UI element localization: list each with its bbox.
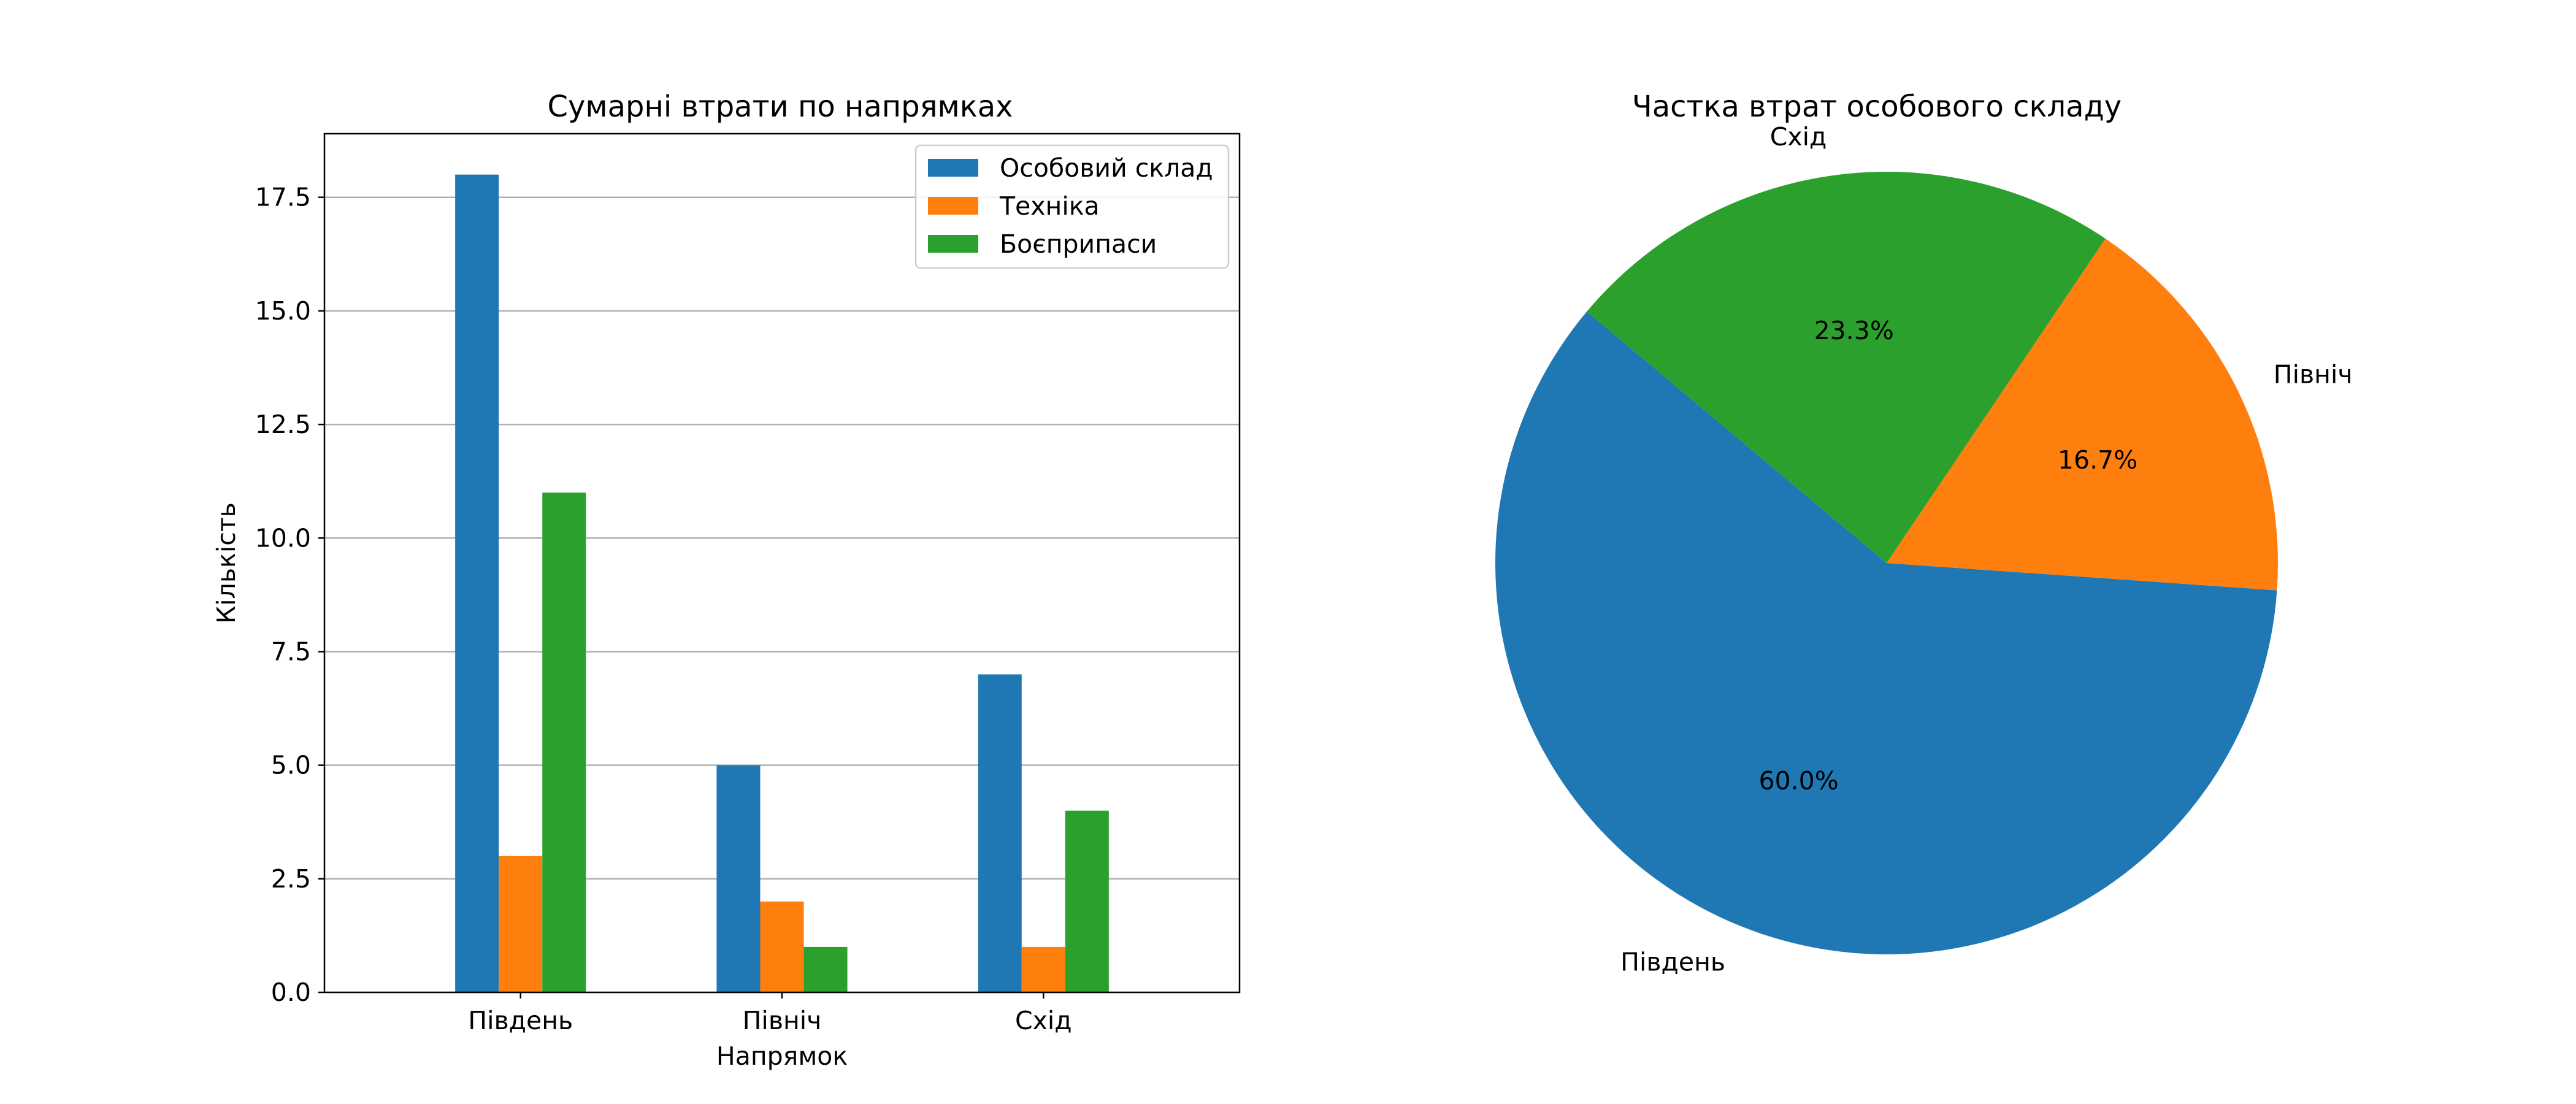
bar-y-axis-label: Кількість <box>212 502 241 624</box>
legend-label: Боєприпаси <box>1000 229 1157 259</box>
bar <box>1021 946 1065 992</box>
bar <box>455 174 499 993</box>
y-tick-label: 10.0 <box>255 523 311 553</box>
bar-y-ticks: 0.0 2.5 5.0 7.5 10.0 12.5 15.0 17.5 <box>255 183 324 1007</box>
legend-swatch <box>928 235 978 253</box>
bar <box>803 946 848 992</box>
pie-slice <box>1887 239 2278 591</box>
legend-label: Техніка <box>999 191 1100 221</box>
bar-chart-title: Сумарні втрати по напрямках <box>547 90 1013 124</box>
bar <box>978 674 1022 992</box>
x-tick-label: Північ <box>743 1006 822 1035</box>
pie-slice <box>1587 172 2106 563</box>
y-tick-label: 17.5 <box>255 183 311 212</box>
bar <box>760 901 804 992</box>
bar-legend: Особовий склад Техніка Боєприпаси <box>914 144 1230 269</box>
pie-chart: Частка втрат особового складу Південь 60.… <box>1495 90 2353 977</box>
bar-chart: Сумарні втрати по напрямках 0.0 2.5 5.0 7.5… <box>212 90 1241 1071</box>
pie-chart-title: Частка втрат особового складу <box>1632 90 2122 124</box>
y-tick-label: 12.5 <box>255 410 311 439</box>
y-tick-label: 5.0 <box>271 751 311 780</box>
y-tick-label: 2.5 <box>271 864 311 894</box>
pie-slice-label: Північ <box>2274 359 2353 389</box>
bar-marks <box>455 174 1109 993</box>
x-tick-label: Схід <box>1015 1006 1072 1035</box>
x-tick-label: Південь <box>468 1006 573 1035</box>
bar <box>542 493 586 992</box>
y-tick-label: 15.0 <box>255 296 311 326</box>
legend-label: Особовий склад <box>1000 153 1213 183</box>
pie-percent-label: 60.0% <box>1758 766 1838 795</box>
legend-swatch <box>928 159 978 177</box>
bar-x-ticks: Південь Північ Схід <box>468 992 1072 1035</box>
legend-frame <box>914 144 1230 269</box>
bar <box>499 856 543 992</box>
y-tick-label: 0.0 <box>271 978 311 1007</box>
y-tick-label: 7.5 <box>271 637 311 666</box>
pie-slices <box>1495 172 2278 955</box>
pie-slice-label: Схід <box>1770 122 1827 151</box>
legend-swatch <box>928 197 978 215</box>
pie-slice-label: Південь <box>1620 948 1725 977</box>
pie-percent-label: 23.3% <box>1814 316 1894 345</box>
bar <box>716 765 761 992</box>
pie-percent-label: 16.7% <box>2058 445 2137 475</box>
bar <box>1065 810 1109 992</box>
pie-labels: Південь 60.0% Північ 16.7% Схід 23.3% <box>1620 122 2352 977</box>
bar-x-axis-label: Напрямок <box>716 1041 848 1071</box>
pie-slice <box>1495 311 2277 955</box>
